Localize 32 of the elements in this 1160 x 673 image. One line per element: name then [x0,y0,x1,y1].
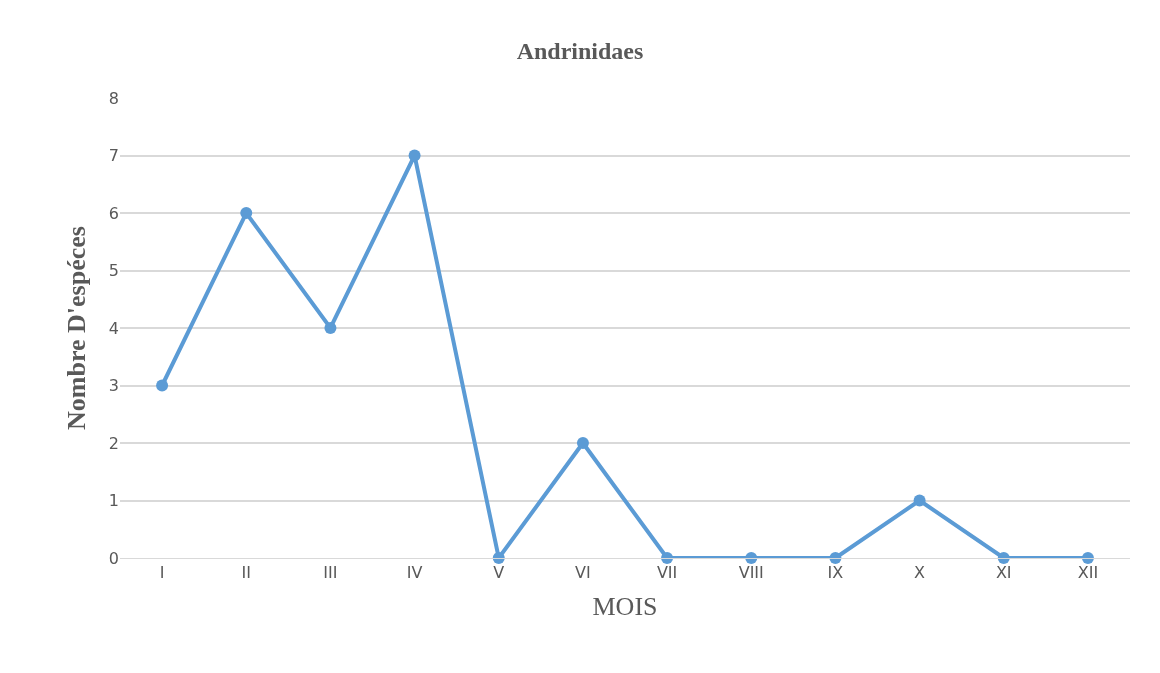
y-tick-label: 8 [108,88,119,108]
point [408,149,421,162]
x-tick-label: X [914,563,926,583]
x-axis-title: MOIS [592,591,658,621]
y-tick-label: 7 [108,146,119,166]
y-axis-title: Nombre D'espéces [62,226,92,430]
y-tick-label: 2 [108,433,119,453]
y-tick-label: 1 [108,491,119,511]
point [913,494,926,507]
y-tick-label: 5 [108,261,119,281]
point [156,379,169,392]
x-tick-label: V [493,563,505,583]
x-tick-label: I [159,563,165,583]
chart-title: Andrinidaes [516,37,644,64]
x-tick-label: III [323,563,338,583]
x-tick-label: IX [827,563,844,583]
point [240,207,253,219]
x-tick-label: II [241,563,251,583]
point [324,322,337,334]
x-tick-label: XII [1077,563,1099,583]
x-tick-label: XI [995,563,1012,583]
x-tick-label: VI [575,563,591,583]
x-tick-label: VII [656,563,678,583]
point [745,552,758,564]
point [576,437,589,449]
y-tick-label: 0 [108,548,119,568]
y-tick-label: 4 [108,318,119,338]
x-tick-label: VIII [738,563,764,583]
point [1081,552,1094,564]
x-tick-label: IV [406,563,423,583]
y-tick-label: 6 [108,203,119,223]
y-tick-label: 3 [108,376,119,396]
